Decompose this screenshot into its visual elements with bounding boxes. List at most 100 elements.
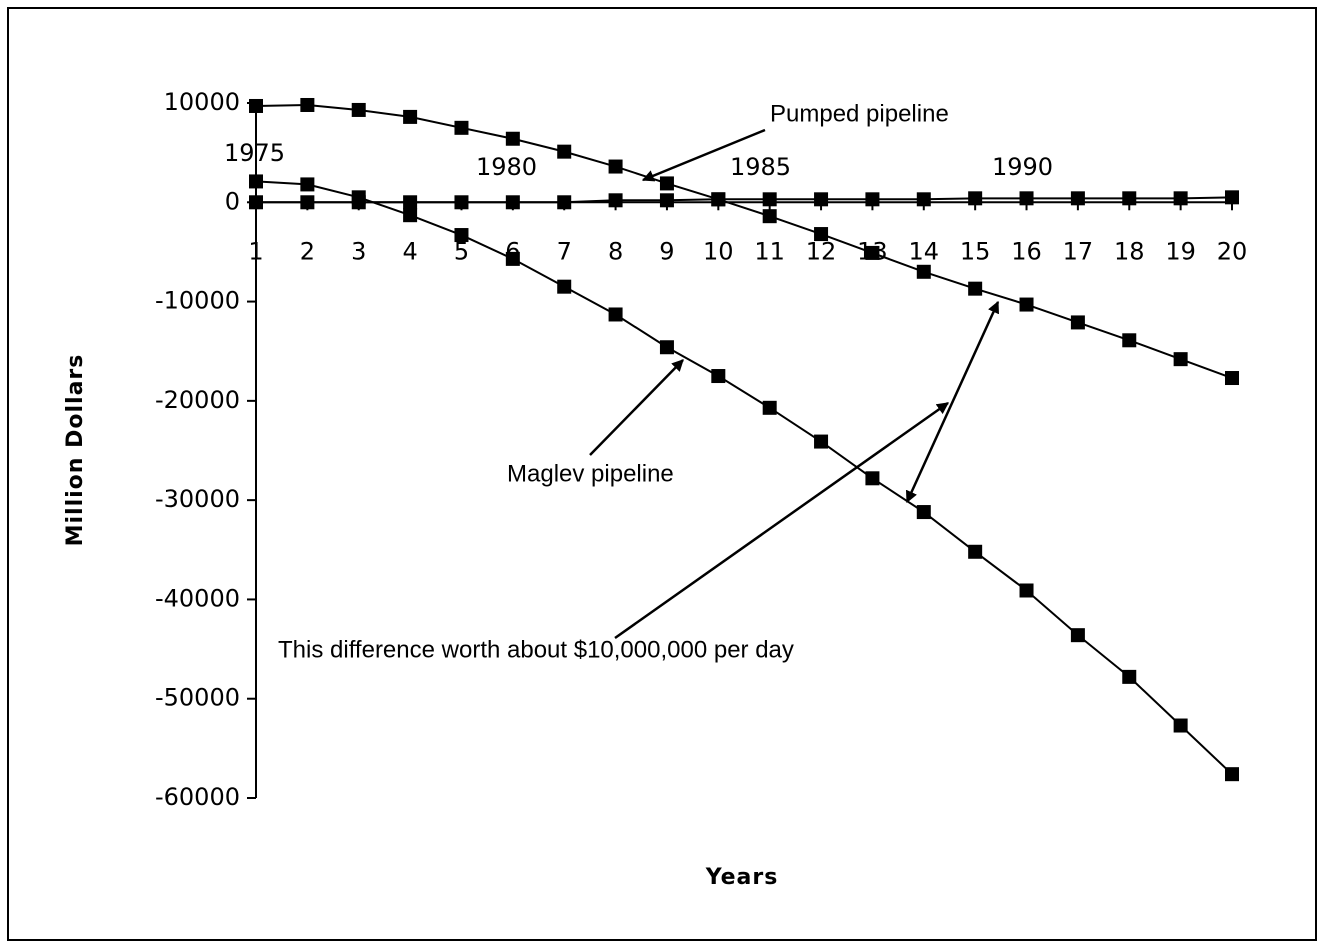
- point-marker: [865, 245, 880, 260]
- point-marker: [1122, 191, 1137, 206]
- frame: [7, 7, 1317, 941]
- point-marker: [1225, 190, 1239, 205]
- point-marker: [351, 195, 366, 210]
- point-marker: [300, 195, 315, 210]
- point-marker: [1225, 767, 1239, 782]
- x-tick-label: 1: [248, 237, 263, 265]
- year-label: 1975: [224, 139, 285, 167]
- point-marker: [608, 193, 623, 208]
- year-label: 1985: [730, 153, 791, 181]
- point-marker: [968, 281, 983, 296]
- point-marker: [916, 505, 931, 520]
- point-marker: [1173, 191, 1188, 206]
- x-tick-label: 15: [960, 237, 991, 265]
- x-tick-label: 2: [300, 237, 315, 265]
- point-marker: [505, 131, 520, 146]
- annotation: Pumped pipeline: [770, 100, 949, 127]
- point-marker: [916, 192, 931, 207]
- x-tick-label: 19: [1165, 237, 1196, 265]
- x-tick-label: 5: [454, 237, 469, 265]
- point-marker: [454, 228, 469, 243]
- arrow: [641, 128, 766, 182]
- arrow: [589, 359, 684, 456]
- point-marker: [1070, 628, 1085, 643]
- point-marker: [608, 307, 623, 322]
- annotation: Maglev pipeline: [507, 460, 674, 487]
- point-marker: [659, 193, 674, 208]
- point-marker: [557, 195, 572, 210]
- point-marker: [557, 279, 572, 294]
- series-line: [256, 196, 1233, 204]
- x-tick-label: 4: [402, 237, 417, 265]
- point-marker: [403, 195, 418, 210]
- x-tick-label: 14: [909, 237, 940, 265]
- x-tick-label: 17: [1063, 237, 1094, 265]
- x-tick-label: 10: [703, 237, 734, 265]
- point-marker: [916, 264, 931, 279]
- point-marker: [968, 191, 983, 206]
- point-marker: [454, 195, 469, 210]
- x-tick-label: 3: [351, 237, 366, 265]
- y-tick-label: -50000: [155, 684, 240, 712]
- point-marker: [1122, 669, 1137, 684]
- point-marker: [711, 192, 726, 207]
- point-marker: [403, 208, 418, 223]
- point-marker: [762, 400, 777, 415]
- point-marker: [454, 120, 469, 135]
- series-line: [255, 103, 1233, 379]
- point-marker: [659, 176, 674, 191]
- point-marker: [865, 192, 880, 207]
- arrow: [614, 401, 949, 640]
- point-marker: [1019, 297, 1034, 312]
- x-tick-label: 20: [1217, 237, 1248, 265]
- point-marker: [1070, 315, 1085, 330]
- y-tick-label: 0: [225, 187, 240, 215]
- point-marker: [505, 251, 520, 266]
- point-marker: [968, 544, 983, 559]
- x-tick-label: 16: [1011, 237, 1042, 265]
- point-marker: [300, 177, 315, 192]
- point-marker: [659, 340, 674, 355]
- x-tick-label: 7: [557, 237, 572, 265]
- point-marker: [1070, 191, 1085, 206]
- point-marker: [249, 174, 263, 189]
- point-marker: [1173, 718, 1188, 733]
- point-marker: [1122, 333, 1137, 348]
- y-tick-label: -30000: [155, 485, 240, 513]
- x-tick-label: 9: [659, 237, 674, 265]
- y-tick-label: -10000: [155, 287, 240, 315]
- point-marker: [608, 159, 623, 174]
- point-marker: [814, 192, 829, 207]
- y-tick-label: -40000: [155, 584, 240, 612]
- annotation: This difference worth about $10,000,000 …: [278, 636, 794, 663]
- series-line: [255, 180, 1233, 775]
- point-marker: [557, 144, 572, 159]
- point-marker: [1019, 191, 1034, 206]
- x-tick-label: 12: [806, 237, 837, 265]
- x-tick-label: 18: [1114, 237, 1145, 265]
- point-marker: [300, 97, 315, 112]
- y-tick-label: -20000: [155, 386, 240, 414]
- x-tick-label: 11: [754, 237, 785, 265]
- point-marker: [249, 98, 263, 113]
- point-marker: [1019, 583, 1034, 598]
- point-marker: [711, 369, 726, 384]
- point-marker: [762, 209, 777, 224]
- year-label: 1990: [992, 153, 1053, 181]
- y-tick-label: -60000: [155, 783, 240, 811]
- point-marker: [762, 192, 777, 207]
- point-marker: [351, 102, 366, 117]
- point-marker: [814, 227, 829, 242]
- point-marker: [505, 195, 520, 210]
- point-marker: [814, 434, 829, 449]
- year-label: 1980: [476, 153, 537, 181]
- point-marker: [249, 195, 263, 210]
- point-marker: [865, 471, 880, 486]
- point-marker: [1173, 352, 1188, 367]
- point-marker: [1225, 371, 1239, 386]
- y-axis-title: Million Dollars: [63, 354, 88, 547]
- x-tick-label: 8: [608, 237, 623, 265]
- double-arrow: [905, 300, 1000, 504]
- x-axis-title: Years: [705, 865, 779, 890]
